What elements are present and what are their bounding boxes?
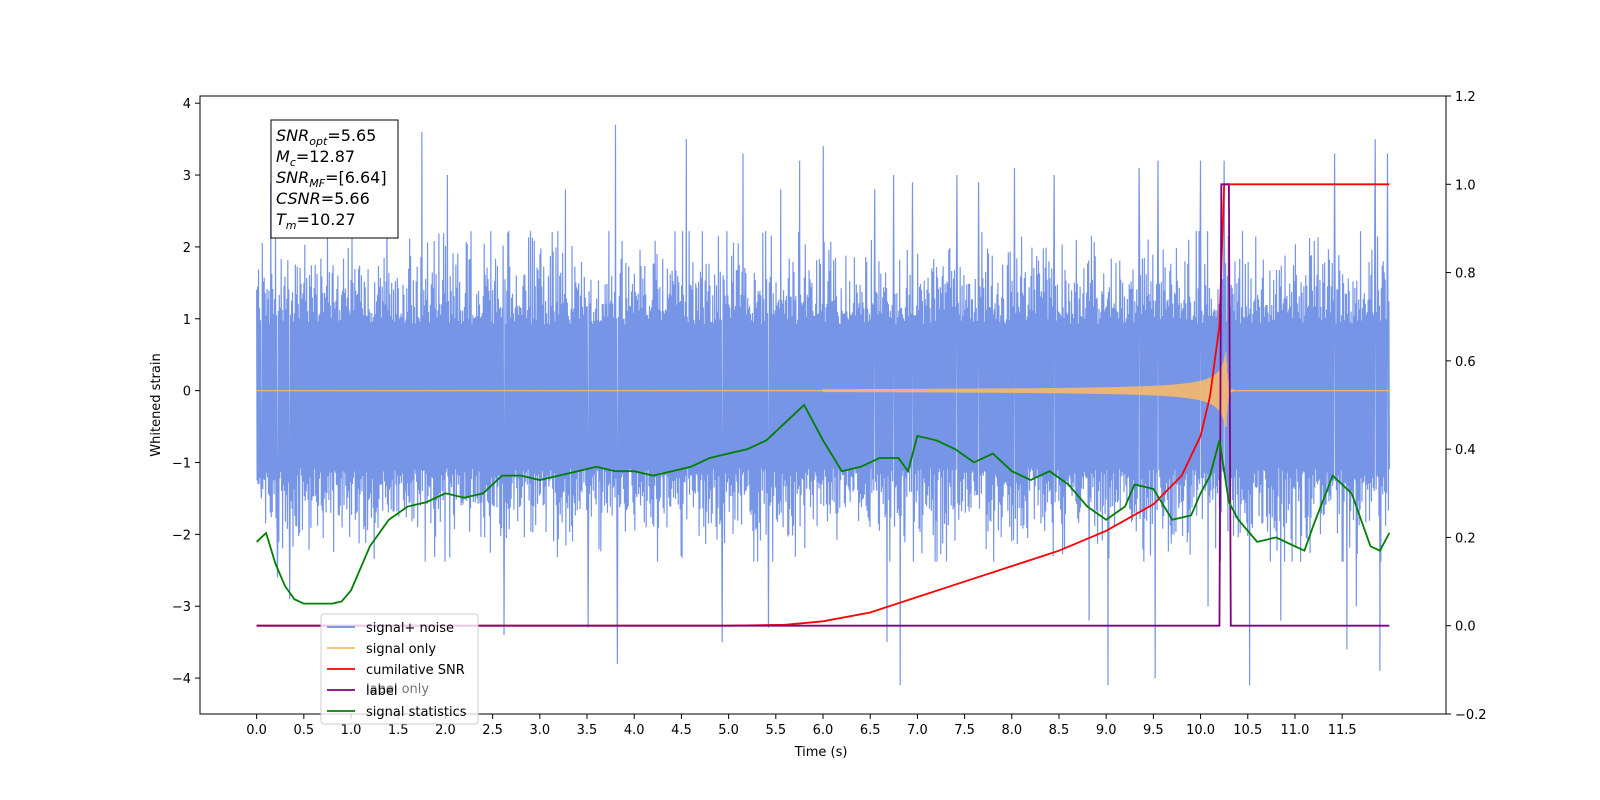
x-tick-label: 5.0 — [718, 723, 739, 738]
series-signal-only-line — [256, 352, 1390, 427]
x-axis-label: Time (s) — [794, 745, 848, 760]
y-tick-label: −3 — [172, 600, 191, 615]
x-tick-label: 1.5 — [388, 723, 409, 738]
x-tick-label: 8.5 — [1049, 723, 1070, 738]
x-tick-label: 8.0 — [1001, 723, 1022, 738]
annotation-line: Mc=12.87 — [276, 147, 355, 169]
x-tick-label: 11.5 — [1328, 723, 1357, 738]
y-tick-label: −2 — [172, 528, 191, 543]
y2-tick-label: 0.6 — [1455, 355, 1476, 370]
x-tick-label: 4.5 — [671, 723, 692, 738]
annotation-line: CSNR=5.66 — [276, 189, 370, 208]
annotation-line: Tm=10.27 — [276, 210, 356, 232]
y-tick-label: 3 — [183, 169, 191, 184]
annotation-frame — [270, 119, 399, 239]
x-tick-label: 9.5 — [1143, 723, 1164, 738]
y-tick-label: −4 — [172, 672, 191, 687]
series-signal-statistics-line — [256, 403, 1391, 605]
y2-tick-label: −0.2 — [1455, 708, 1487, 723]
x-tick-label: 3.0 — [529, 723, 550, 738]
x-tick-label: 0.0 — [246, 723, 267, 738]
legend-label: signal+ noise — [366, 621, 454, 636]
y-axis-label: Whitened strain — [149, 353, 164, 456]
y-tick-label: 4 — [183, 97, 191, 112]
x-tick-label: 2.0 — [435, 723, 456, 738]
x-tick-label: 2.5 — [482, 723, 503, 738]
x-tick-label: 6.0 — [813, 723, 834, 738]
y2-tick-label: 0.0 — [1455, 620, 1476, 635]
series-signal-noise-line — [256, 124, 1390, 686]
legend-label: cumilative SNR — [366, 663, 465, 678]
legend-label: signal statistics — [366, 705, 467, 720]
x-tick-label: 6.5 — [860, 723, 881, 738]
y2-tick-label: 0.2 — [1455, 531, 1476, 546]
y2-tick-label: 0.8 — [1455, 267, 1476, 282]
y-tick-label: 1 — [183, 313, 191, 328]
annotation-box: SNRopt=5.65Mc=12.87SNRMF=[6.64]CSNR=5.66… — [270, 119, 399, 239]
axes-layer: 0.0 0.5 1.0 1.5 2.0 2.5 3.0 3.5 4.0 4.5 5.0 5.5 6.0 6… — [172, 90, 1487, 738]
x-tick-label: 3.5 — [577, 723, 598, 738]
x-tick-label: 11.0 — [1280, 723, 1309, 738]
x-tick-label: 1.0 — [341, 723, 362, 738]
x-tick-label: 10.5 — [1233, 723, 1262, 738]
y-tick-label: 0 — [183, 385, 191, 400]
y2-tick-label: 0.4 — [1455, 443, 1476, 458]
series-layer — [256, 124, 1391, 686]
y2-tick-label: 1.2 — [1455, 90, 1476, 105]
legend-label: signal only — [366, 642, 436, 657]
legend-frame — [320, 613, 479, 725]
x-tick-label: 0.5 — [293, 723, 314, 738]
legend: label only signal+ noise signal only cumila… — [320, 613, 479, 725]
annotation-line: SNRopt=5.65 — [276, 126, 376, 148]
series-cumulative-snr-line — [256, 183, 1390, 627]
y2-tick-label: 1.0 — [1455, 178, 1476, 193]
legend-bleed-text: label only — [366, 682, 429, 697]
series-label-line — [256, 183, 1390, 627]
x-tick-label: 9.0 — [1096, 723, 1117, 738]
legend-label: label — [366, 684, 397, 699]
x-tick-label: 7.0 — [907, 723, 928, 738]
y-tick-label: −1 — [172, 456, 191, 471]
x-tick-label: 10.0 — [1186, 723, 1215, 738]
x-tick-label: 4.0 — [624, 723, 645, 738]
y-tick-label: 2 — [183, 241, 191, 256]
x-tick-label: 7.5 — [954, 723, 975, 738]
x-tick-label: 5.5 — [765, 723, 786, 738]
annotation-line: SNRMF=[6.64] — [276, 168, 387, 190]
